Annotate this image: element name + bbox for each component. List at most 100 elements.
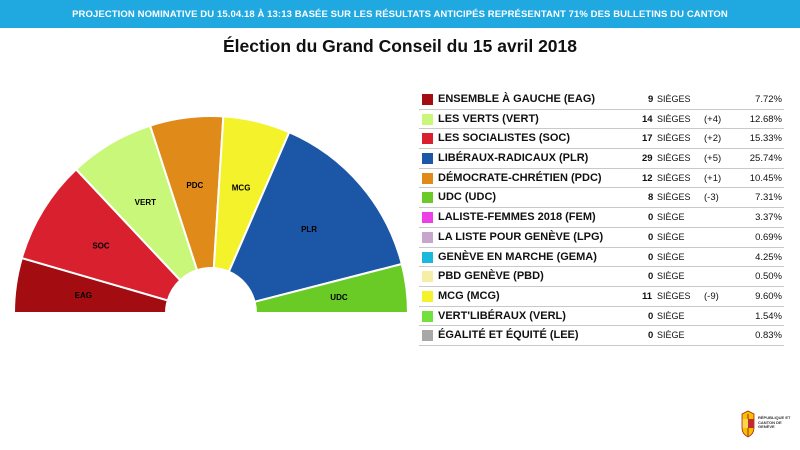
seat-label: SIÈGES [657, 153, 691, 164]
segment-label: PDC [186, 181, 203, 190]
seat-label: SIÈGE [657, 251, 685, 262]
party-color-swatch [422, 310, 433, 322]
party-color-swatch [422, 94, 433, 105]
party-color-swatch [422, 153, 433, 165]
result-row: LES VERTS (VERT) 14 SIÈGES (+4) 12.68% [419, 110, 784, 130]
result-row: LALISTE-FEMMES 2018 (FEM) 0 SIÈGE 3.37% [419, 208, 784, 228]
seat-label: SIÈGE [657, 212, 685, 223]
party-name: UDC (UDC) [438, 191, 497, 204]
results-table: ENSEMBLE À GAUCHE (EAG) 9 SIÈGES 7.72% LES V… [419, 90, 784, 346]
seat-label: SIÈGES [657, 113, 691, 124]
result-row: UDC (UDC) 8 SIÈGES (-3) 7.31% [419, 188, 784, 209]
seat-count: 0 [648, 251, 654, 263]
vote-percentage: 0.69% [755, 231, 782, 243]
result-row: GENÈVE EN MARCHE (GEMA) 0 SIÈGE 4.25% [419, 248, 784, 268]
seat-count: 17 [642, 133, 653, 145]
canton-logo: RÉPUBLIQUE ET CANTON DE GENÈVE [740, 410, 792, 440]
seat-label: SIÈGES [657, 133, 691, 144]
segment-label: MCG [232, 184, 251, 193]
seat-count: 12 [642, 172, 653, 184]
party-name: LES SOCIALISTES (SOC) [438, 132, 571, 145]
result-row: PBD GENÈVE (PBD) 0 SIÈGE 0.50% [419, 267, 784, 287]
seat-label: SIÈGES [657, 192, 691, 203]
seat-change: (-3) [704, 192, 719, 204]
seat-distribution-chart: EAG SOC VERT PDC MCG PLR UDC [12, 115, 410, 314]
party-color-swatch [422, 271, 433, 283]
seat-label: SIÈGE [657, 330, 685, 341]
party-name: ENSEMBLE À GAUCHE (EAG) [438, 93, 596, 105]
party-color-swatch [422, 192, 433, 204]
vote-percentage: 25.74% [749, 153, 782, 165]
vote-percentage: 7.31% [755, 192, 782, 204]
result-row: ÉGALITÉ ET ÉQUITÉ (LEE) 0 SIÈGE 0.83% [419, 326, 784, 346]
seat-label: SIÈGES [657, 94, 691, 104]
projection-banner: PROJECTION NOMINATIVE DU 15.04.18 À 13:1… [0, 0, 800, 28]
seat-label: SIÈGE [657, 231, 685, 242]
seat-count: 11 [642, 290, 653, 302]
party-name: LIBÉRAUX-RADICAUX (PLR) [438, 152, 589, 165]
party-color-swatch [422, 212, 433, 224]
seat-segment-plr [227, 130, 404, 304]
seat-change: (+4) [704, 113, 722, 125]
segment-label: SOC [92, 242, 110, 251]
party-name: ÉGALITÉ ET ÉQUITÉ (LEE) [438, 329, 579, 342]
seat-segment-vert [74, 124, 199, 282]
party-name: GENÈVE EN MARCHE (GEMA) [438, 250, 597, 263]
result-row: LA LISTE POUR GENÈVE (LPG) 0 SIÈGE 0.69% [419, 228, 784, 248]
party-name: LA LISTE POUR GENÈVE (LPG) [438, 230, 604, 243]
result-row: ENSEMBLE À GAUCHE (EAG) 9 SIÈGES 7.72% [419, 90, 784, 110]
party-color-swatch [422, 330, 433, 342]
seat-change: (+1) [704, 172, 722, 184]
result-row: MCG (MCG) 11 SIÈGES (-9) 9.60% [419, 287, 784, 307]
party-color-swatch [422, 231, 433, 243]
seat-count: 29 [642, 153, 653, 165]
party-name: PBD GENÈVE (PBD) [438, 270, 544, 283]
segment-label: UDC [330, 293, 348, 302]
party-color-swatch [422, 113, 433, 125]
party-name: MCG (MCG) [438, 289, 500, 302]
seat-count: 8 [648, 192, 654, 204]
result-row: LES SOCIALISTES (SOC) 17 SIÈGES (+2) 15.33% [419, 129, 784, 150]
seat-segment-soc [20, 167, 182, 302]
vote-percentage: 4.25% [755, 251, 782, 263]
seat-count: 0 [648, 271, 654, 283]
seat-count: 0 [648, 212, 654, 224]
geneva-crest-icon [741, 410, 755, 438]
result-row: LIBÉRAUX-RADICAUX (PLR) 29 SIÈGES (+5) 25.74… [419, 149, 784, 169]
vote-percentage: 3.37% [755, 212, 782, 224]
seat-segment-udc [253, 262, 410, 314]
party-color-swatch [422, 290, 433, 302]
party-name: VERT'LIBÉRAUX (VERL) [438, 309, 566, 322]
segment-label: EAG [75, 291, 92, 300]
party-name: DÉMOCRATE-CHRÉTIEN (PDC) [438, 171, 602, 184]
seat-count: 0 [648, 231, 654, 243]
party-color-swatch [422, 133, 433, 145]
party-color-swatch [422, 251, 433, 263]
seat-change: (-9) [704, 290, 719, 302]
result-row: DÉMOCRATE-CHRÉTIEN (PDC) 12 SIÈGES (+1) 10.4… [419, 169, 784, 189]
segment-label: PLR [301, 225, 317, 234]
seat-label: SIÈGE [657, 310, 685, 321]
vote-percentage: 0.50% [755, 271, 782, 283]
result-row: VERT'LIBÉRAUX (VERL) 0 SIÈGE 1.54% [419, 307, 784, 327]
vote-percentage: 12.68% [749, 113, 782, 125]
seat-label: SIÈGE [657, 271, 685, 282]
chart-title: Élection du Grand Conseil du 15 avril 20… [223, 36, 577, 56]
vote-percentage: 1.54% [755, 310, 782, 322]
seat-label: SIÈGES [657, 172, 691, 183]
seat-count: 0 [648, 310, 654, 322]
seat-change: (+2) [704, 133, 722, 145]
seat-count: 14 [642, 113, 653, 125]
vote-percentage: 15.33% [749, 133, 782, 145]
seat-change: (+5) [704, 153, 722, 165]
party-color-swatch [422, 172, 433, 184]
logo-text: RÉPUBLIQUE ET CANTON DE GENÈVE [758, 415, 791, 429]
seat-count: 9 [648, 94, 654, 105]
segment-label: VERT [135, 198, 156, 207]
vote-percentage: 10.45% [749, 172, 782, 184]
seat-count: 0 [648, 330, 654, 342]
vote-percentage: 9.60% [755, 290, 782, 302]
vote-percentage: 7.72% [755, 94, 782, 105]
vote-percentage: 0.83% [755, 330, 782, 342]
seat-segment-pdc [148, 115, 225, 272]
